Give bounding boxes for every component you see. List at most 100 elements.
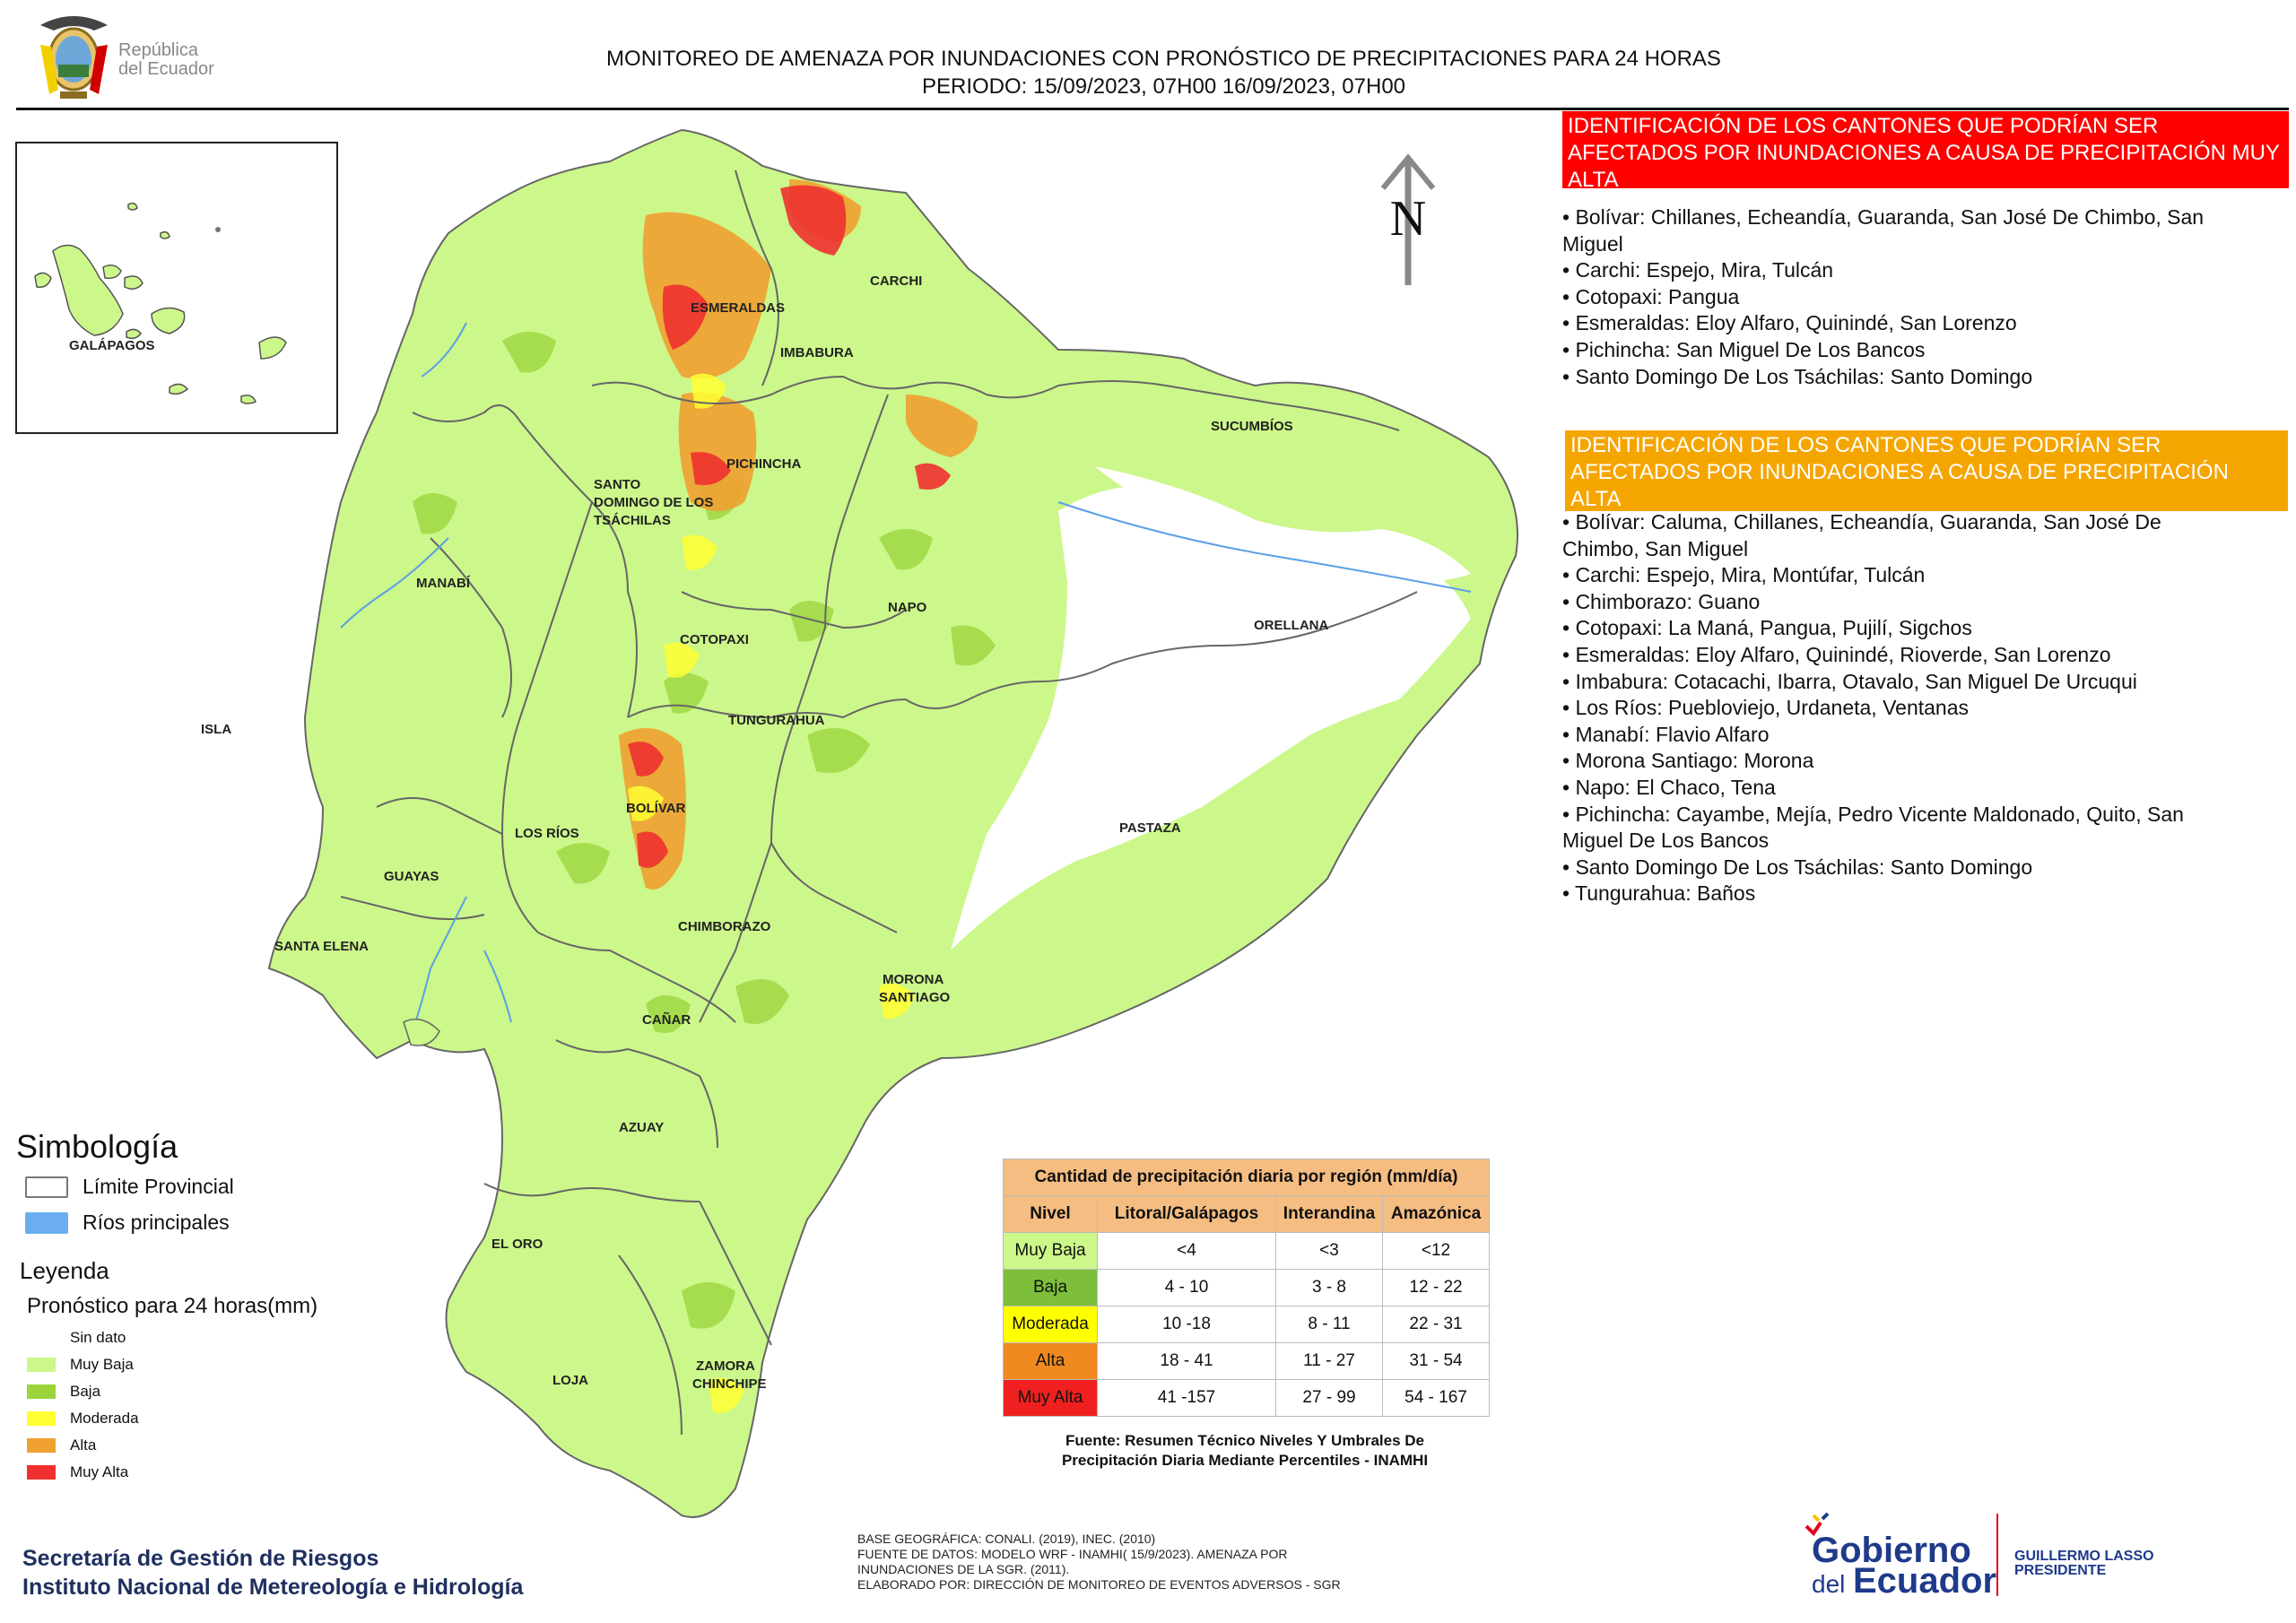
legend-label: Alta [70, 1436, 97, 1454]
label-morona-2: SANTIAGO [879, 990, 951, 1005]
cell: 54 - 167 [1382, 1379, 1490, 1417]
table-title: Cantidad de precipitación diaria por reg… [1003, 1159, 1490, 1196]
gob-word1: Gobierno [1812, 1531, 1971, 1570]
cell: 8 - 11 [1275, 1306, 1383, 1343]
swatch [27, 1438, 56, 1453]
label-los-rios: LOS RÍOS [515, 826, 579, 841]
list-item: • Bolívar: Chillanes, Echeandía, Guarand… [1562, 205, 2205, 229]
label-loja: LOJA [552, 1373, 588, 1388]
label-tungurahua: TUNGURAHUA [728, 713, 825, 728]
alta-list: • Bolívar: Caluma, Chillanes, Echeandía,… [1562, 509, 2289, 907]
label-el-oro: EL ORO [491, 1237, 544, 1252]
list-item: • Carchi: Espejo, Mira, Tulcán [1562, 258, 1834, 282]
ecuador-coat-of-arms-logo [31, 9, 117, 103]
label-napo: NAPO [888, 600, 927, 615]
alta-heading: IDENTIFICACIÓN DE LOS CANTONES QUE PODRÍ… [1565, 430, 2288, 511]
republica-line2: del Ecuador [118, 59, 214, 79]
label-imbabura: IMBABURA [780, 345, 854, 360]
list-item: • Pichincha: Cayambe, Mejía, Pedro Vicen… [1562, 802, 2184, 826]
table-header: Interandina [1275, 1195, 1383, 1233]
nivel-cell: Baja [1003, 1269, 1098, 1306]
list-item: • Tungurahua: Baños [1562, 881, 1756, 906]
republica-line1: República [118, 40, 198, 60]
list-item: • Santo Domingo De Los Tsáchilas: Santo … [1562, 855, 2033, 879]
list-item: • Carchi: Espejo, Mira, Montúfar, Tulcán [1562, 563, 1926, 587]
legend-alta: Alta [27, 1436, 96, 1454]
label-cotopaxi: COTOPAXI [680, 632, 749, 647]
republica-text: República del Ecuador [118, 41, 214, 79]
pres-name: GUILLERMO LASSO [2014, 1549, 2154, 1564]
sin-dato-area-east [951, 486, 1471, 950]
table-row: Alta 18 - 41 11 - 27 31 - 54 [1003, 1342, 1490, 1380]
label-manabi: MANABÍ [416, 576, 471, 591]
label-santo-domingo-3: TSÁCHILAS [594, 513, 671, 528]
legend-label: Muy Baja [70, 1356, 134, 1373]
sgr-line1: Secretaría de Gestión de Riesgos [22, 1546, 379, 1571]
north-arrow-icon: N [1380, 152, 1436, 287]
cell: 10 -18 [1097, 1306, 1276, 1343]
legend-label: Moderada [70, 1410, 139, 1427]
galapagos-inset-map: GALÁPAGOS [15, 142, 338, 434]
leyenda-title: Leyenda [20, 1257, 109, 1284]
label-pichincha: PICHINCHA [726, 456, 802, 472]
gobierno-logo-mark-icon [1805, 1512, 1830, 1537]
base-line: FUENTE DE DATOS: MODELO WRF - INAMHI( 15… [857, 1547, 1288, 1561]
legend-sin-dato: Sin dato [27, 1329, 126, 1347]
cell: <4 [1097, 1232, 1276, 1270]
label-orellana: ORELLANA [1254, 618, 1328, 633]
list-item: • Bolívar: Caluma, Chillanes, Echeandía,… [1562, 510, 2161, 534]
muy-alta-heading: IDENTIFICACIÓN DE LOS CANTONES QUE PODRÍ… [1562, 111, 2289, 192]
title-line2: PERIODO: 15/09/2023, 07H00 16/09/2023, 0… [921, 74, 1406, 99]
label-bolivar: BOLÍVAR [626, 801, 686, 816]
cell: 11 - 27 [1275, 1342, 1383, 1380]
pronostico-title: Pronóstico para 24 horas(mm) [27, 1294, 318, 1318]
cell: <12 [1382, 1232, 1490, 1270]
label-carchi: CARCHI [870, 273, 922, 289]
legend-limite: Límite Provincial [25, 1175, 234, 1199]
precipitation-muy-alta-zones [628, 185, 951, 868]
legend-muy-baja: Muy Baja [27, 1356, 134, 1374]
table-row: Muy Alta 41 -157 27 - 99 54 - 167 [1003, 1379, 1490, 1417]
legend-label: Sin dato [70, 1329, 126, 1346]
rios-label: Ríos principales [83, 1211, 230, 1234]
table-row: Moderada 10 -18 8 - 11 22 - 31 [1003, 1306, 1490, 1343]
pres-title: PRESIDENTE [2014, 1563, 2107, 1578]
legend-baja: Baja [27, 1383, 100, 1401]
table-source: Fuente: Resumen Técnico Niveles Y Umbral… [1003, 1431, 1487, 1471]
list-item: • Morona Santiago: Morona [1562, 749, 1814, 773]
muy-alta-list: • Bolívar: Chillanes, Echeandía, Guarand… [1562, 204, 2289, 390]
legend-label: Muy Alta [70, 1463, 129, 1480]
table-row: Baja 4 - 10 3 - 8 12 - 22 [1003, 1269, 1490, 1306]
title-line1: MONITOREO DE AMENAZA POR INUNDACIONES CO… [606, 47, 1721, 71]
label-azuay: AZUAY [619, 1120, 664, 1135]
cell: 27 - 99 [1275, 1379, 1383, 1417]
list-item: • Cotopaxi: Pangua [1562, 284, 1740, 308]
limite-label: Límite Provincial [83, 1175, 234, 1198]
base-line: INUNDACIONES DE LA SGR. (2011). [857, 1562, 1070, 1576]
label-chimborazo: CHIMBORAZO [678, 919, 771, 934]
list-item: • Santo Domingo De Los Tsáchilas: Santo … [1562, 364, 2033, 388]
swatch [27, 1411, 56, 1426]
table-header: Nivel [1003, 1195, 1098, 1233]
cell: 31 - 54 [1382, 1342, 1490, 1380]
rios-swatch [25, 1211, 68, 1234]
cell: 3 - 8 [1275, 1269, 1383, 1306]
list-item: • Napo: El Chaco, Tena [1562, 775, 1776, 799]
label-pastaza: PASTAZA [1119, 820, 1181, 836]
nivel-cell: Alta [1003, 1342, 1098, 1380]
precipitation-alta-zones [619, 179, 978, 890]
sin-dato-area-north [1094, 466, 1471, 583]
sgr-line2: Instituto Nacional de Metereología e Hid… [22, 1575, 524, 1600]
swatch [27, 1465, 56, 1480]
nivel-cell: Muy Alta [1003, 1379, 1098, 1417]
list-item: • Pichincha: San Miguel De Los Bancos [1562, 337, 1926, 361]
list-item: Miguel De Los Bancos [1562, 829, 1770, 853]
gob-word3: Ecuador [1853, 1561, 1996, 1600]
label-isla: ISLA [201, 722, 231, 737]
swatch [27, 1358, 56, 1372]
table-header: Amazónica [1382, 1195, 1490, 1233]
base-line: ELABORADO POR: DIRECCIÓN DE MONITOREO DE… [857, 1577, 1341, 1592]
list-item: • Cotopaxi: La Maná, Pangua, Pujilí, Sig… [1562, 616, 1972, 640]
list-item: • Chimborazo: Guano [1562, 589, 1761, 613]
table-row: Muy Baja <4 <3 <12 [1003, 1232, 1490, 1270]
